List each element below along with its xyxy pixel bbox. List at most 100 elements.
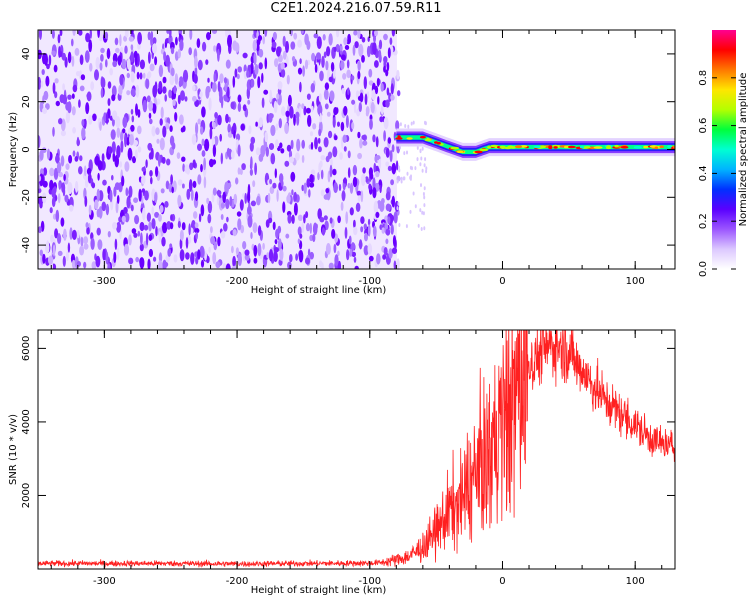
noise-blob [309,234,314,242]
noise-blob [43,90,49,101]
noise-blob [48,54,52,66]
noise-blob [42,180,48,188]
noise-blob [95,56,100,70]
noise-blob [340,201,344,211]
noise-blob [387,216,391,225]
snr-y-tick-label: 6000 [21,336,32,361]
noise-blob [318,128,322,137]
noise-blob [147,142,153,151]
noise-blob [368,80,374,86]
noise-blob [242,241,247,250]
noise-blob [90,237,95,250]
noise-blob [109,68,113,76]
noise-blob [410,121,413,126]
noise-blob [287,213,292,224]
noise-blob [406,150,408,155]
noise-blob [311,105,314,113]
noise-blob [257,225,262,236]
noise-blob [216,190,222,196]
noise-blob [375,211,380,218]
noise-blob [197,118,201,125]
noise-blob [44,53,48,66]
noise-blob [360,173,366,186]
noise-blob [255,147,261,156]
noise-blob [44,242,50,254]
noise-blob [192,159,196,168]
noise-blob [242,104,247,112]
noise-blob [310,169,316,176]
noise-blob [391,162,397,175]
noise-blob [423,195,426,200]
noise-blob [301,184,305,192]
noise-blob [250,232,253,239]
noise-blob [67,94,72,100]
noise-blob [341,87,345,94]
noise-blob [398,223,401,227]
noise-blob [253,244,258,257]
noise-blob [217,48,220,62]
noise-blob [131,115,135,123]
noise-blob [162,222,168,234]
noise-blob [424,157,427,162]
noise-blob [164,201,169,208]
noise-blob [291,214,295,224]
noise-blob [99,121,102,131]
noise-blob [285,233,290,239]
noise-blob [222,191,226,204]
noise-blob [71,93,75,99]
noise-blob [331,228,336,239]
noise-blob [264,57,268,70]
noise-blob [274,58,279,68]
noise-blob [55,100,60,107]
snr-y-tick-label: 4000 [21,409,32,434]
noise-blob [139,243,144,252]
noise-blob [142,99,148,113]
noise-blob [57,250,63,256]
noise-blob [135,256,140,263]
noise-blob [320,189,325,197]
noise-blob [391,195,395,208]
noise-blob [275,123,279,131]
noise-blob [145,159,148,168]
noise-blob [206,31,211,41]
noise-blob [139,221,145,232]
noise-blob [316,62,320,74]
noise-blob [314,137,318,150]
noise-blob [54,91,58,99]
noise-blob [379,184,382,194]
noise-blob [161,156,166,164]
colorbar-tick-label: 0.0 [698,261,709,277]
spectrogram-x-tick-label: 100 [626,276,645,287]
signal-peak-blob [593,146,603,149]
noise-blob [185,252,190,260]
spectrogram-x-tick-label: -200 [226,276,249,287]
noise-blob [341,190,346,202]
noise-blob [42,192,47,204]
noise-blob [162,86,167,94]
noise-blob [347,87,350,96]
noise-blob [95,255,101,268]
noise-blob [74,180,79,193]
noise-blob [140,232,143,246]
noise-blob [359,138,363,149]
noise-blob [54,78,59,84]
noise-blob [208,97,212,111]
noise-blob [104,31,109,40]
noise-blob [368,183,372,191]
noise-blob [49,167,55,177]
noise-blob [99,62,103,71]
noise-blob [280,62,285,70]
noise-blob [201,106,206,118]
noise-blob [150,35,153,47]
noise-blob [156,98,161,105]
noise-blob [230,101,235,110]
noise-blob [179,114,184,125]
noise-blob [214,112,219,119]
noise-blob [424,121,427,126]
noise-blob [334,135,338,141]
noise-blob [217,81,221,93]
noise-blob [344,45,350,50]
noise-blob [200,126,204,135]
noise-blob [118,84,123,96]
noise-blob [154,56,158,66]
